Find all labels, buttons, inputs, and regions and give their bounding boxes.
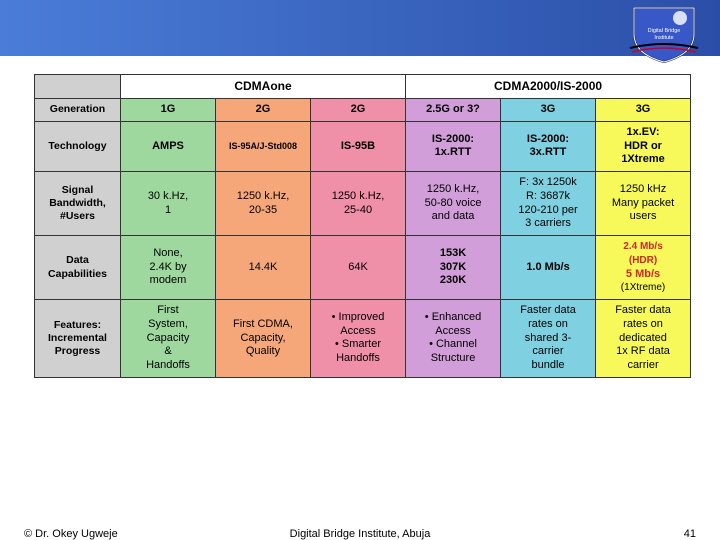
table-row: Features: Incremental ProgressFirst Syst… <box>35 300 691 378</box>
table-row: Signal Bandwidth, #Users30 k.Hz, 11250 k… <box>35 172 691 236</box>
table-cell: AMPS <box>121 121 216 171</box>
table-cell: Faster data rates on shared 3- carrier b… <box>501 300 596 378</box>
logo-shield: Digital Bridge Institute <box>628 4 700 64</box>
table-cell: 14.4K <box>216 236 311 300</box>
table-row: Data CapabilitiesNone, 2.4K by modem14.4… <box>35 236 691 300</box>
header-cdmaone: CDMAone <box>121 75 406 99</box>
table-cell: 2G <box>216 99 311 122</box>
footer-institute: Digital Bridge Institute, Abuja <box>290 528 431 540</box>
header-blank <box>35 75 121 99</box>
table-cell: 1250 k.Hz, 50-80 voice and data <box>406 172 501 236</box>
table-cell: IS-2000: 1x.RTT <box>406 121 501 171</box>
table-cell: IS-2000: 3x.RTT <box>501 121 596 171</box>
header-cdma2000: CDMA2000/IS-2000 <box>406 75 691 99</box>
table-cell: IS-95B <box>311 121 406 171</box>
table-cell: 1250 k.Hz, 25-40 <box>311 172 406 236</box>
table-cell: 1250 k.Hz, 20-35 <box>216 172 311 236</box>
table-cell: 1250 kHz Many packet users <box>596 172 691 236</box>
footer-copyright: © Dr. Okey Ugweje <box>24 528 118 540</box>
table-cell: 1.0 Mb/s <box>501 236 596 300</box>
row-label: Data Capabilities <box>35 236 121 300</box>
table-cell: 2.4 Mb/s(HDR)5 Mb/s(1Xtreme) <box>596 236 691 300</box>
table-cell: IS-95A/J-Std008 <box>216 121 311 171</box>
table-cell: 3G <box>501 99 596 122</box>
table-cell: First CDMA, Capacity, Quality <box>216 300 311 378</box>
table-cell: Faster data rates on dedicated 1x RF dat… <box>596 300 691 378</box>
logo-text-2: Institute <box>654 35 673 41</box>
table-cell: 64K <box>311 236 406 300</box>
row-label: Features: Incremental Progress <box>35 300 121 378</box>
table-cell: 1x.EV: HDR or 1Xtreme <box>596 121 691 171</box>
table-cell: 2G <box>311 99 406 122</box>
table-cell: 3G <box>596 99 691 122</box>
table-cell: First System, Capacity & Handoffs <box>121 300 216 378</box>
table-container: CDMAone CDMA2000/IS-2000 Generation1G2G2… <box>0 56 720 378</box>
table-cell: • Enhanced Access • Channel Structure <box>406 300 501 378</box>
table-row: Generation1G2G2G2.5G or 3?3G3G <box>35 99 691 122</box>
table-cell: • Improved Access • Smarter Handoffs <box>311 300 406 378</box>
table-row: TechnologyAMPSIS-95A/J-Std008IS-95BIS-20… <box>35 121 691 171</box>
footer-page-number: 41 <box>684 528 696 540</box>
row-label: Signal Bandwidth, #Users <box>35 172 121 236</box>
table-cell: 153K 307K 230K <box>406 236 501 300</box>
table-header-row: CDMAone CDMA2000/IS-2000 <box>35 75 691 99</box>
table-cell: 1G <box>121 99 216 122</box>
table-cell: 2.5G or 3? <box>406 99 501 122</box>
row-label: Generation <box>35 99 121 122</box>
header-bar <box>0 0 720 56</box>
row-label: Technology <box>35 121 121 171</box>
table-cell: None, 2.4K by modem <box>121 236 216 300</box>
logo-text-1: Digital Bridge <box>648 28 681 34</box>
table-cell: F: 3x 1250k R: 3687k 120-210 per 3 carri… <box>501 172 596 236</box>
table-cell: 30 k.Hz, 1 <box>121 172 216 236</box>
comparison-table: CDMAone CDMA2000/IS-2000 Generation1G2G2… <box>34 74 691 378</box>
